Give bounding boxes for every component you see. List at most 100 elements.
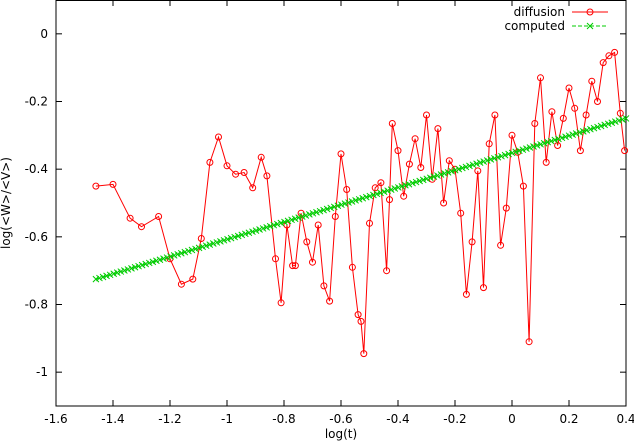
y-tick-label: -0.8 xyxy=(25,298,48,312)
diffusion-point xyxy=(337,150,345,158)
diffusion-point xyxy=(621,147,629,155)
diffusion-point xyxy=(215,133,222,141)
diffusion-point xyxy=(616,109,624,117)
diffusion-point xyxy=(386,196,393,204)
x-tick-label: 0.4 xyxy=(616,412,634,426)
diffusion-point xyxy=(423,111,430,119)
diffusion-point xyxy=(542,158,550,166)
diffusion-point xyxy=(357,317,365,325)
diffusion-point xyxy=(582,111,590,119)
diffusion-point xyxy=(605,52,613,60)
x-tick-label: -1.2 xyxy=(158,412,181,426)
x-axis-label: log(t) xyxy=(325,427,357,441)
diffusion-point xyxy=(138,223,145,231)
diffusion-point xyxy=(109,180,117,188)
diffusion-point xyxy=(320,282,328,290)
diffusion-point xyxy=(434,125,442,133)
series-diffusion xyxy=(92,48,629,358)
diffusion-point xyxy=(354,311,362,319)
diffusion-point xyxy=(232,170,240,178)
diffusion-point xyxy=(491,111,499,119)
diffusion-point xyxy=(537,74,544,82)
diffusion-point xyxy=(371,184,379,192)
x-tick-label: -1.4 xyxy=(101,412,124,426)
diffusion-point xyxy=(411,135,419,143)
diffusion-point xyxy=(519,182,527,190)
x-tick-label: 0 xyxy=(508,412,516,426)
diffusion-point xyxy=(343,186,351,193)
diffusion-point xyxy=(417,164,425,171)
diffusion-point xyxy=(366,219,373,227)
x-tick-label: -1.6 xyxy=(44,412,67,426)
diffusion-point xyxy=(223,162,231,170)
diffusion-point xyxy=(377,179,385,187)
diffusion-point xyxy=(531,120,539,127)
legend-marker-diffusion xyxy=(586,8,594,16)
y-tick-label: -0.6 xyxy=(25,230,48,244)
series-computed xyxy=(92,115,630,283)
y-tick-label: 0 xyxy=(40,27,48,41)
y-tick-label: -0.4 xyxy=(25,162,48,176)
diffusion-point xyxy=(468,238,476,246)
legend-label-diffusion: diffusion xyxy=(514,5,565,19)
x-tick-label: 0.2 xyxy=(559,412,578,426)
diffusion-point xyxy=(126,214,134,222)
diffusion-point xyxy=(314,221,322,229)
diffusion-point xyxy=(206,158,214,166)
legend: diffusion computed xyxy=(504,5,608,33)
x-tick-label: -0.6 xyxy=(329,412,352,426)
diffusion-point xyxy=(394,147,402,155)
diffusion-point xyxy=(559,114,567,122)
diffusion-point xyxy=(272,255,279,263)
diffusion-point xyxy=(326,297,334,305)
diffusion-point xyxy=(594,98,601,105)
diffusion-point xyxy=(457,209,465,217)
diffusion-point xyxy=(291,262,299,270)
diffusion-point xyxy=(155,213,163,220)
diffusion-point xyxy=(388,120,396,127)
diffusion-point xyxy=(257,153,265,161)
diffusion-point xyxy=(360,350,368,358)
diffusion-point xyxy=(197,235,205,242)
diffusion-point xyxy=(497,241,505,249)
y-tick-labels: 0 -0.2 -0.4 -0.6 -0.8 -1 xyxy=(25,27,48,379)
computed-point xyxy=(622,115,630,122)
diffusion-point xyxy=(331,213,339,220)
diffusion-point xyxy=(611,48,619,56)
diffusion-point xyxy=(249,184,257,192)
diffusion-point xyxy=(576,147,584,155)
diffusion-point xyxy=(177,280,185,288)
diffusion-point xyxy=(189,275,197,283)
x-tick-label: -0.2 xyxy=(443,412,466,426)
y-tick-label: -1 xyxy=(36,365,48,379)
diffusion-point xyxy=(383,267,391,275)
diffusion-point xyxy=(588,77,596,85)
diffusion-point xyxy=(92,182,100,190)
diffusion-point xyxy=(502,204,510,212)
diffusion-point xyxy=(348,263,356,271)
diffusion-point xyxy=(440,199,448,207)
diffusion-point xyxy=(309,258,316,266)
diffusion-point xyxy=(508,131,516,139)
diffusion-point xyxy=(445,157,453,165)
diffusion-point xyxy=(485,140,493,148)
axis-ticks xyxy=(55,0,627,406)
diffusion-line xyxy=(95,51,626,354)
diffusion-point xyxy=(462,290,470,298)
diffusion-point xyxy=(474,167,482,175)
x-tick-label: -0.8 xyxy=(272,412,295,426)
diffusion-point xyxy=(599,59,607,67)
diffusion-point xyxy=(480,284,487,292)
x-tick-label: -0.4 xyxy=(386,412,409,426)
legend-x-mark xyxy=(586,22,594,30)
diffusion-point xyxy=(240,169,248,176)
diffusion-point xyxy=(571,104,579,112)
diffusion-point xyxy=(565,84,573,92)
legend-label-computed: computed xyxy=(504,19,565,33)
diffusion-point xyxy=(400,192,408,200)
diffusion-point xyxy=(525,338,533,346)
legend-marker-computed xyxy=(586,22,594,30)
diffusion-point xyxy=(405,160,413,168)
diffusion-point xyxy=(289,262,297,270)
